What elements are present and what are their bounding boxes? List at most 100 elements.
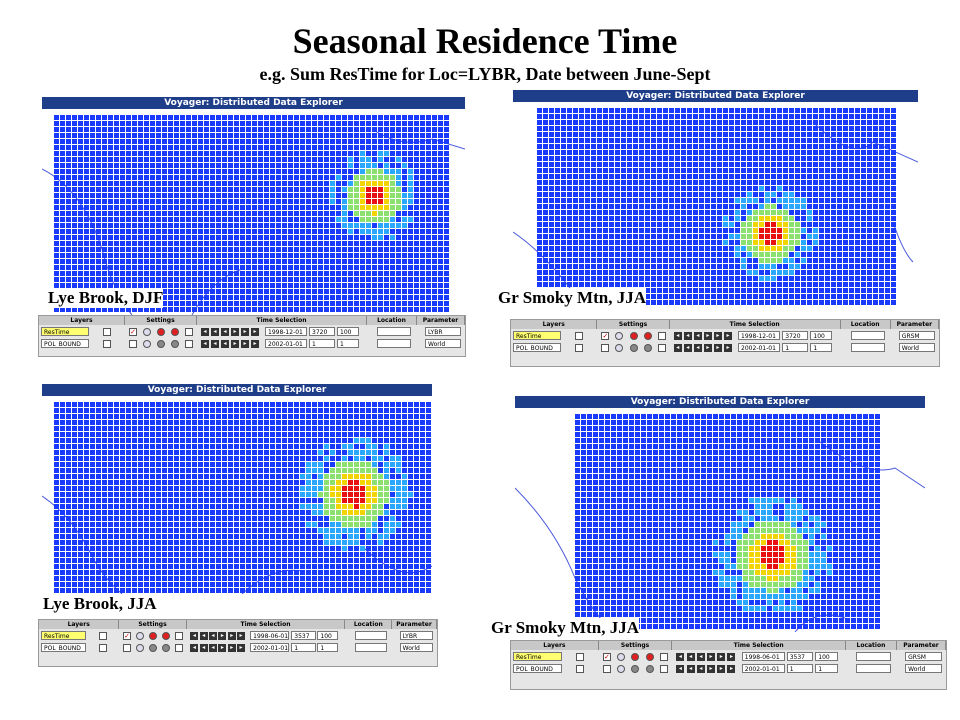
- time-step-fwd-icon[interactable]: ▸: [703, 344, 712, 352]
- time-prev-icon[interactable]: ◂: [211, 340, 219, 348]
- time-step-field-2[interactable]: 1: [337, 339, 359, 348]
- residence-cell: [348, 301, 353, 306]
- time-prev-icon[interactable]: ◂: [683, 332, 692, 340]
- time-next-icon[interactable]: ▸: [713, 332, 722, 340]
- time-next-icon[interactable]: ▸: [241, 340, 249, 348]
- layer-select-1[interactable]: ResTime: [513, 331, 562, 340]
- layer-select-1[interactable]: ResTime: [41, 327, 89, 336]
- time-date-field-1[interactable]: 1998-12-01: [265, 327, 307, 336]
- residence-cell: [777, 246, 782, 251]
- time-step-fwd-icon[interactable]: ▸: [231, 328, 239, 336]
- visible-checkbox-icon[interactable]: [601, 344, 610, 352]
- map-canvas[interactable]: [42, 109, 465, 315]
- residence-cell: [180, 127, 185, 132]
- time-step-back-icon[interactable]: ◂: [221, 328, 229, 336]
- location-field-2[interactable]: [377, 339, 411, 348]
- eye-icon[interactable]: [615, 332, 624, 340]
- color-icon[interactable]: [171, 340, 179, 348]
- info-icon[interactable]: [657, 344, 666, 352]
- info-icon[interactable]: [657, 332, 666, 340]
- time-step-back-icon[interactable]: ◂: [693, 344, 702, 352]
- time-first-icon[interactable]: ◂: [201, 340, 209, 348]
- record-icon[interactable]: [157, 340, 165, 348]
- time-last-icon[interactable]: ▸: [251, 340, 259, 348]
- residence-cell: [186, 235, 191, 240]
- time-last-icon[interactable]: ▸: [723, 332, 732, 340]
- parameter-field-1[interactable]: GRSM: [898, 331, 935, 340]
- visible-checkbox-icon[interactable]: [129, 340, 137, 348]
- time-step-back-icon[interactable]: ◂: [693, 332, 702, 340]
- residence-cell: [174, 289, 179, 294]
- time-step-back-icon[interactable]: ◂: [221, 340, 229, 348]
- time-step-field-1[interactable]: 100: [810, 331, 833, 340]
- time-last-icon[interactable]: ▸: [251, 328, 259, 336]
- layer-dropdown-icon[interactable]: [103, 340, 111, 348]
- visible-checkbox-icon[interactable]: ✓: [129, 328, 137, 336]
- time-step-fwd-icon[interactable]: ▸: [231, 340, 239, 348]
- residence-cell: [651, 264, 656, 269]
- time-first-icon[interactable]: ◂: [201, 328, 209, 336]
- residence-cell: [795, 192, 800, 197]
- time-count-field-2[interactable]: 1: [782, 343, 809, 352]
- parameter-field-1[interactable]: LYBR: [425, 327, 461, 336]
- time-prev-icon[interactable]: ◂: [211, 328, 219, 336]
- residence-cell: [168, 420, 173, 425]
- time-next-icon[interactable]: ▸: [713, 344, 722, 352]
- time-first-icon[interactable]: ◂: [673, 344, 682, 352]
- time-date-field-1[interactable]: 1998-12-01: [738, 331, 781, 340]
- record-icon[interactable]: [629, 332, 638, 340]
- residence-cell: [72, 414, 77, 419]
- eye-icon[interactable]: [615, 344, 624, 352]
- color-icon[interactable]: [171, 328, 179, 336]
- residence-cell: [573, 216, 578, 221]
- location-field-1[interactable]: [850, 331, 885, 340]
- residence-cell: [807, 222, 812, 227]
- time-count-field-1[interactable]: 3720: [309, 327, 335, 336]
- record-icon[interactable]: [629, 344, 638, 352]
- residence-cell: [390, 265, 395, 270]
- time-last-icon[interactable]: ▸: [723, 344, 732, 352]
- visible-checkbox-icon[interactable]: ✓: [601, 332, 610, 340]
- residence-cell: [234, 277, 239, 282]
- time-step-fwd-icon[interactable]: ▸: [703, 332, 712, 340]
- time-step-field-1[interactable]: 100: [337, 327, 359, 336]
- residence-cell: [312, 462, 317, 467]
- residence-cell: [102, 241, 107, 246]
- map-canvas[interactable]: [513, 102, 918, 305]
- residence-cell: [252, 402, 257, 407]
- layer-dropdown-icon[interactable]: [575, 332, 584, 340]
- residence-cell: [384, 301, 389, 306]
- info-icon[interactable]: [185, 328, 193, 336]
- location-field-1[interactable]: [377, 327, 411, 336]
- layer-select-2[interactable]: POL_BOUND: [41, 339, 89, 348]
- parameter-field-2[interactable]: World: [425, 339, 461, 348]
- color-icon[interactable]: [643, 344, 652, 352]
- layer-dropdown-icon[interactable]: [103, 328, 111, 336]
- time-prev-icon[interactable]: ◂: [683, 344, 692, 352]
- time-step-field-2[interactable]: 1: [810, 343, 833, 352]
- record-icon[interactable]: [157, 328, 165, 336]
- time-count-field-2[interactable]: 1: [309, 339, 335, 348]
- layer-dropdown-icon[interactable]: [575, 344, 584, 352]
- residence-cell: [78, 157, 83, 162]
- time-date-field-2[interactable]: 2002-01-01: [265, 339, 307, 348]
- time-first-icon[interactable]: ◂: [673, 332, 682, 340]
- location-field-2[interactable]: [850, 343, 885, 352]
- residence-cell: [360, 193, 365, 198]
- eye-icon[interactable]: [143, 328, 151, 336]
- map-canvas[interactable]: [42, 396, 432, 594]
- time-next-icon[interactable]: ▸: [241, 328, 249, 336]
- color-icon[interactable]: [643, 332, 652, 340]
- info-icon[interactable]: [185, 340, 193, 348]
- layer-select-2[interactable]: POL_BOUND: [513, 343, 562, 352]
- parameter-field-2[interactable]: World: [898, 343, 935, 352]
- residence-cell: [735, 228, 740, 233]
- eye-icon[interactable]: [143, 340, 151, 348]
- residence-cell: [210, 223, 215, 228]
- residence-cell: [753, 126, 758, 131]
- time-count-field-1[interactable]: 3720: [782, 331, 809, 340]
- residence-cell: [669, 162, 674, 167]
- residence-cell: [348, 175, 353, 180]
- time-date-field-2[interactable]: 2002-01-01: [738, 343, 781, 352]
- header-settings: Settings: [597, 320, 670, 329]
